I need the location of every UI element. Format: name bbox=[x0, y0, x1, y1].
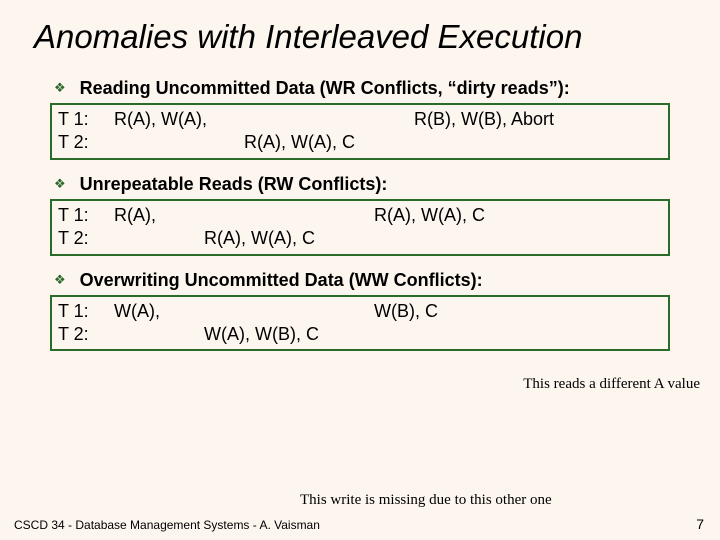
bullet-wr: ❖ Reading Uncommitted Data (WR Conflicts… bbox=[54, 78, 686, 99]
slide-title: Anomalies with Interleaved Execution bbox=[34, 18, 686, 56]
t1-c3: R(A), W(A), C bbox=[374, 204, 662, 227]
t1-c3: W(B), C bbox=[374, 300, 662, 323]
t2-c3 bbox=[414, 131, 662, 154]
t2-c2: R(A), W(A), C bbox=[204, 227, 374, 250]
t2-label: T 2: bbox=[58, 131, 114, 154]
bullet-ww-text: Overwriting Uncommitted Data (WW Conflic… bbox=[80, 270, 483, 291]
t2-c1 bbox=[114, 131, 244, 154]
t2-c2: R(A), W(A), C bbox=[244, 131, 414, 154]
box-rw: T 1: R(A), R(A), W(A), C T 2: R(A), W(A)… bbox=[50, 199, 670, 256]
footer-text: CSCD 34 - Database Management Systems - … bbox=[14, 518, 320, 532]
t1-c2 bbox=[204, 300, 374, 323]
t1-c1: W(A), bbox=[114, 300, 204, 323]
t2-label: T 2: bbox=[58, 323, 114, 346]
t1-label: T 1: bbox=[58, 108, 114, 131]
bullet-wr-text: Reading Uncommitted Data (WR Conflicts, … bbox=[80, 78, 570, 99]
t2-label: T 2: bbox=[58, 227, 114, 250]
annotation-dirty-read: This reads a different A value bbox=[523, 376, 700, 393]
bullet-rw-text: Unrepeatable Reads (RW Conflicts): bbox=[80, 174, 388, 195]
annotation-missing-write: This write is missing due to this other … bbox=[300, 492, 552, 509]
t1-label: T 1: bbox=[58, 204, 114, 227]
diamond-icon: ❖ bbox=[54, 272, 66, 288]
diamond-icon: ❖ bbox=[54, 80, 66, 96]
t1-c1: R(A), bbox=[114, 204, 204, 227]
t1-label: T 1: bbox=[58, 300, 114, 323]
diamond-icon: ❖ bbox=[54, 176, 66, 192]
box-wr: T 1: R(A), W(A), R(B), W(B), Abort T 2: … bbox=[50, 103, 670, 160]
t1-c2 bbox=[204, 204, 374, 227]
bullet-rw: ❖ Unrepeatable Reads (RW Conflicts): bbox=[54, 174, 686, 195]
t2-c3 bbox=[374, 323, 662, 346]
t1-c3: R(B), W(B), Abort bbox=[414, 108, 662, 131]
page-number: 7 bbox=[696, 516, 704, 532]
t2-c1 bbox=[114, 227, 204, 250]
t2-c3 bbox=[374, 227, 662, 250]
t2-c1 bbox=[114, 323, 204, 346]
t1-c1: R(A), W(A), bbox=[114, 108, 244, 131]
box-ww: T 1: W(A), W(B), C T 2: W(A), W(B), C bbox=[50, 295, 670, 352]
t2-c2: W(A), W(B), C bbox=[204, 323, 374, 346]
t1-c2 bbox=[244, 108, 414, 131]
bullet-ww: ❖ Overwriting Uncommitted Data (WW Confl… bbox=[54, 270, 686, 291]
